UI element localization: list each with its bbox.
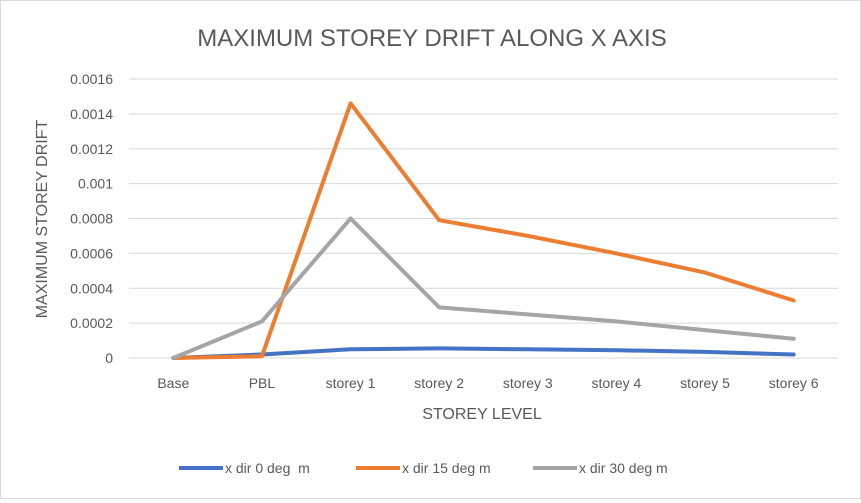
y-tick-label: 0.0016 (70, 71, 113, 87)
x-axis-title: STOREY LEVEL (422, 406, 542, 423)
legend-item: x dir 30 deg m (533, 460, 668, 476)
x-tick-label: storey 2 (414, 375, 464, 391)
legend-item: x dir 15 deg m (356, 460, 491, 476)
x-axis-ticks: Base PBL storey 1 storey 2 storey 3 storey 4 s… (157, 375, 818, 391)
x-tick-label: PBL (249, 375, 276, 391)
x-tick-label: storey 3 (503, 375, 553, 391)
gridlines (129, 79, 838, 358)
legend-label: x dir 15 deg m (402, 460, 491, 476)
series-line-0 (173, 348, 793, 358)
y-axis-ticks: 0 0.0002 0.0004 0.0006 0.0008 0.001 0.0012 0.00… (70, 71, 113, 366)
y-tick-label: 0.0014 (70, 106, 113, 122)
x-tick-label: storey 5 (680, 375, 730, 391)
series-line-1 (173, 103, 793, 358)
x-tick-label: storey 1 (326, 375, 376, 391)
legend-label: x dir 30 deg m (579, 460, 668, 476)
y-tick-label: 0.0004 (70, 280, 113, 296)
series-lines (173, 103, 794, 358)
x-tick-label: Base (157, 375, 189, 391)
y-axis-title: MAXIMUM STOREY DRIFT (34, 120, 51, 319)
y-tick-label: 0.001 (78, 176, 113, 192)
x-tick-label: storey 6 (769, 375, 819, 391)
legend-item: x dir 0 deg m (179, 460, 310, 476)
y-tick-label: 0.0012 (70, 141, 113, 157)
chart-title: MAXIMUM STOREY DRIFT ALONG X AXIS (197, 25, 666, 52)
x-tick-label: storey 4 (592, 375, 642, 391)
y-tick-label: 0.0008 (70, 211, 113, 227)
y-tick-label: 0.0006 (70, 245, 113, 261)
legend: x dir 0 deg m x dir 15 deg m x dir 30 deg … (179, 460, 668, 476)
y-tick-label: 0 (105, 350, 113, 366)
legend-label: x dir 0 deg m (225, 460, 310, 476)
y-tick-label: 0.0002 (70, 315, 113, 331)
